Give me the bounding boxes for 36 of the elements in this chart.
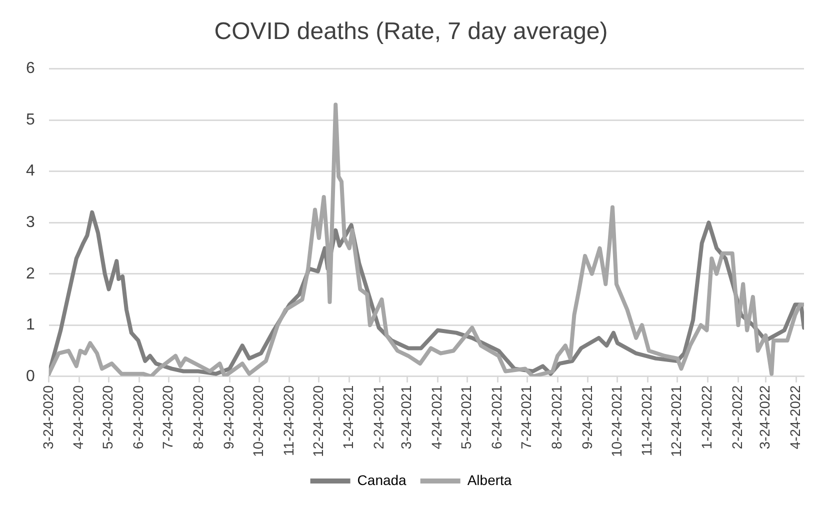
legend-label: Alberta <box>467 472 512 488</box>
x-tick-label: 2-24-2021 <box>370 385 387 450</box>
x-tick-label: 5-24-2020 <box>100 385 116 450</box>
x-tick-label: 1-24-2022 <box>698 385 715 450</box>
x-tick-label: 7-24-2021 <box>518 385 534 450</box>
x-tick-label: 3-24-2020 <box>40 385 56 450</box>
x-tick-label: 12-24-2020 <box>310 385 326 458</box>
y-tick-label: 5 <box>26 111 35 128</box>
y-tick-label: 2 <box>26 265 35 282</box>
x-tick-label: 3-24-2021 <box>398 385 414 450</box>
y-tick-label: 0 <box>26 368 35 385</box>
x-tick-label: 10-24-2021 <box>608 385 624 458</box>
x-tick-label: 10-24-2020 <box>250 385 266 458</box>
x-tick-label: 4-24-2021 <box>428 385 445 450</box>
y-tick-label: 3 <box>26 214 35 231</box>
x-tick-label: 9-24-2020 <box>220 385 236 450</box>
x-tick-label: 2-24-2022 <box>729 385 746 450</box>
x-tick-label: 1-24-2021 <box>340 385 356 450</box>
y-tick-label: 4 <box>26 162 35 180</box>
chart-title: COVID deaths (Rate, 7 day average) <box>214 18 608 46</box>
x-tick-label: 6-24-2021 <box>488 385 504 450</box>
x-tick-label: 11-24-2021 <box>638 385 655 456</box>
x-tick-label: 4-24-2020 <box>70 385 86 450</box>
x-tick-label: 11-24-2020 <box>280 385 296 456</box>
y-tick-label: 1 <box>26 316 35 334</box>
x-tick-label: 4-24-2022 <box>786 385 803 450</box>
x-tick-label: 5-24-2021 <box>458 385 474 450</box>
x-tick-label: 6-24-2020 <box>130 385 146 450</box>
x-tick-label: 9-24-2021 <box>578 385 595 450</box>
x-tick-label: 8-24-2020 <box>190 385 206 450</box>
x-tick-label: 3-24-2022 <box>756 385 773 450</box>
x-tick-label: 8-24-2021 <box>548 385 564 450</box>
x-tick-label: 12-24-2021 <box>668 385 684 458</box>
x-tick-label: 7-24-2020 <box>160 385 176 450</box>
y-tick-label: 6 <box>26 60 35 78</box>
legend-label: Canada <box>357 472 407 488</box>
